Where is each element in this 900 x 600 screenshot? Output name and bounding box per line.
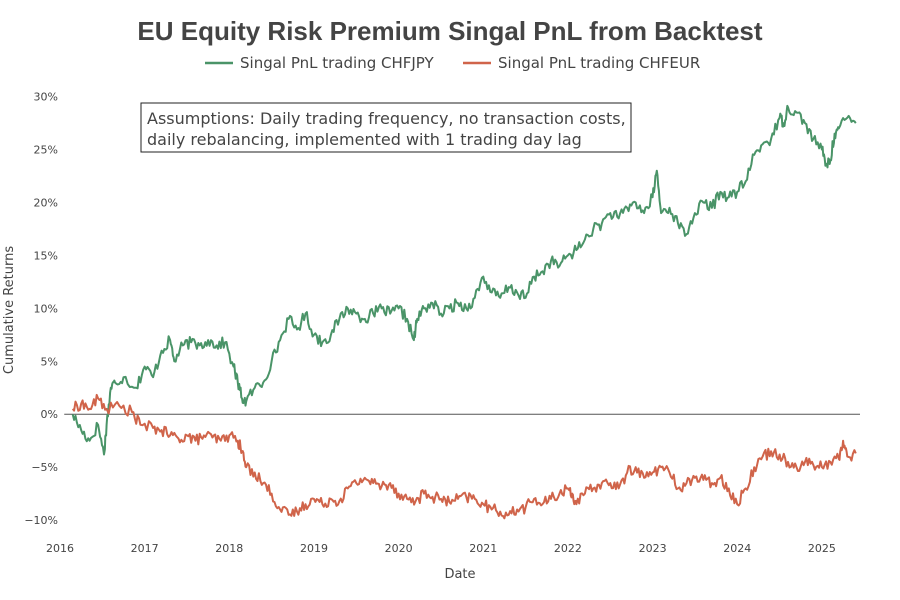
x-tick-label: 2024	[723, 542, 751, 555]
y-tick-label: 0%	[41, 408, 58, 421]
x-tick-label: 2022	[554, 542, 582, 555]
series-line-chfeur[interactable]	[71, 393, 857, 520]
chart-title: EU Equity Risk Premium Singal PnL from B…	[137, 16, 762, 46]
y-tick-label: 20%	[34, 196, 58, 209]
y-tick-label: 25%	[34, 144, 58, 157]
y-tick-label: 30%	[34, 91, 58, 104]
x-tick-label: 2016	[46, 542, 74, 555]
y-axis-title: Cumulative Returns	[2, 246, 17, 374]
x-tick-label: 2020	[385, 542, 413, 555]
x-tick-label: 2019	[300, 542, 328, 555]
y-tick-label: 15%	[34, 249, 58, 262]
x-tick-label: 2021	[469, 542, 497, 555]
series-line-chfjpy[interactable]	[71, 104, 857, 456]
x-tick-label: 2025	[808, 542, 836, 555]
plot-lines	[71, 104, 857, 520]
legend-label-chfjpy[interactable]: Singal PnL trading CHFJPY	[240, 54, 435, 72]
x-tick-label: 2023	[639, 542, 667, 555]
annotation-line-1: Assumptions: Daily trading frequency, no…	[147, 109, 626, 128]
x-tick-label: 2017	[131, 542, 159, 555]
y-tick-label: 10%	[34, 302, 58, 315]
axes: −10% −5% 0% 5% 10% 15% 20% 25% 30% 2016 2017 2018 20…	[24, 91, 860, 555]
annotation-box	[140, 102, 632, 153]
legend[interactable]: Singal PnL trading CHFJPY Singal PnL tra…	[205, 54, 700, 72]
legend-label-chfeur[interactable]: Singal PnL trading CHFEUR	[498, 54, 700, 72]
y-tick-label: −10%	[24, 514, 58, 527]
x-axis-title: Date	[444, 567, 475, 582]
assumptions-annotation: Assumptions: Daily trading frequency, no…	[140, 102, 632, 153]
y-tick-label: 5%	[41, 355, 58, 368]
y-tick-label: −5%	[31, 461, 58, 474]
annotation-line-2: daily rebalancing, implemented with 1 tr…	[147, 130, 582, 149]
x-tick-label: 2018	[215, 542, 243, 555]
